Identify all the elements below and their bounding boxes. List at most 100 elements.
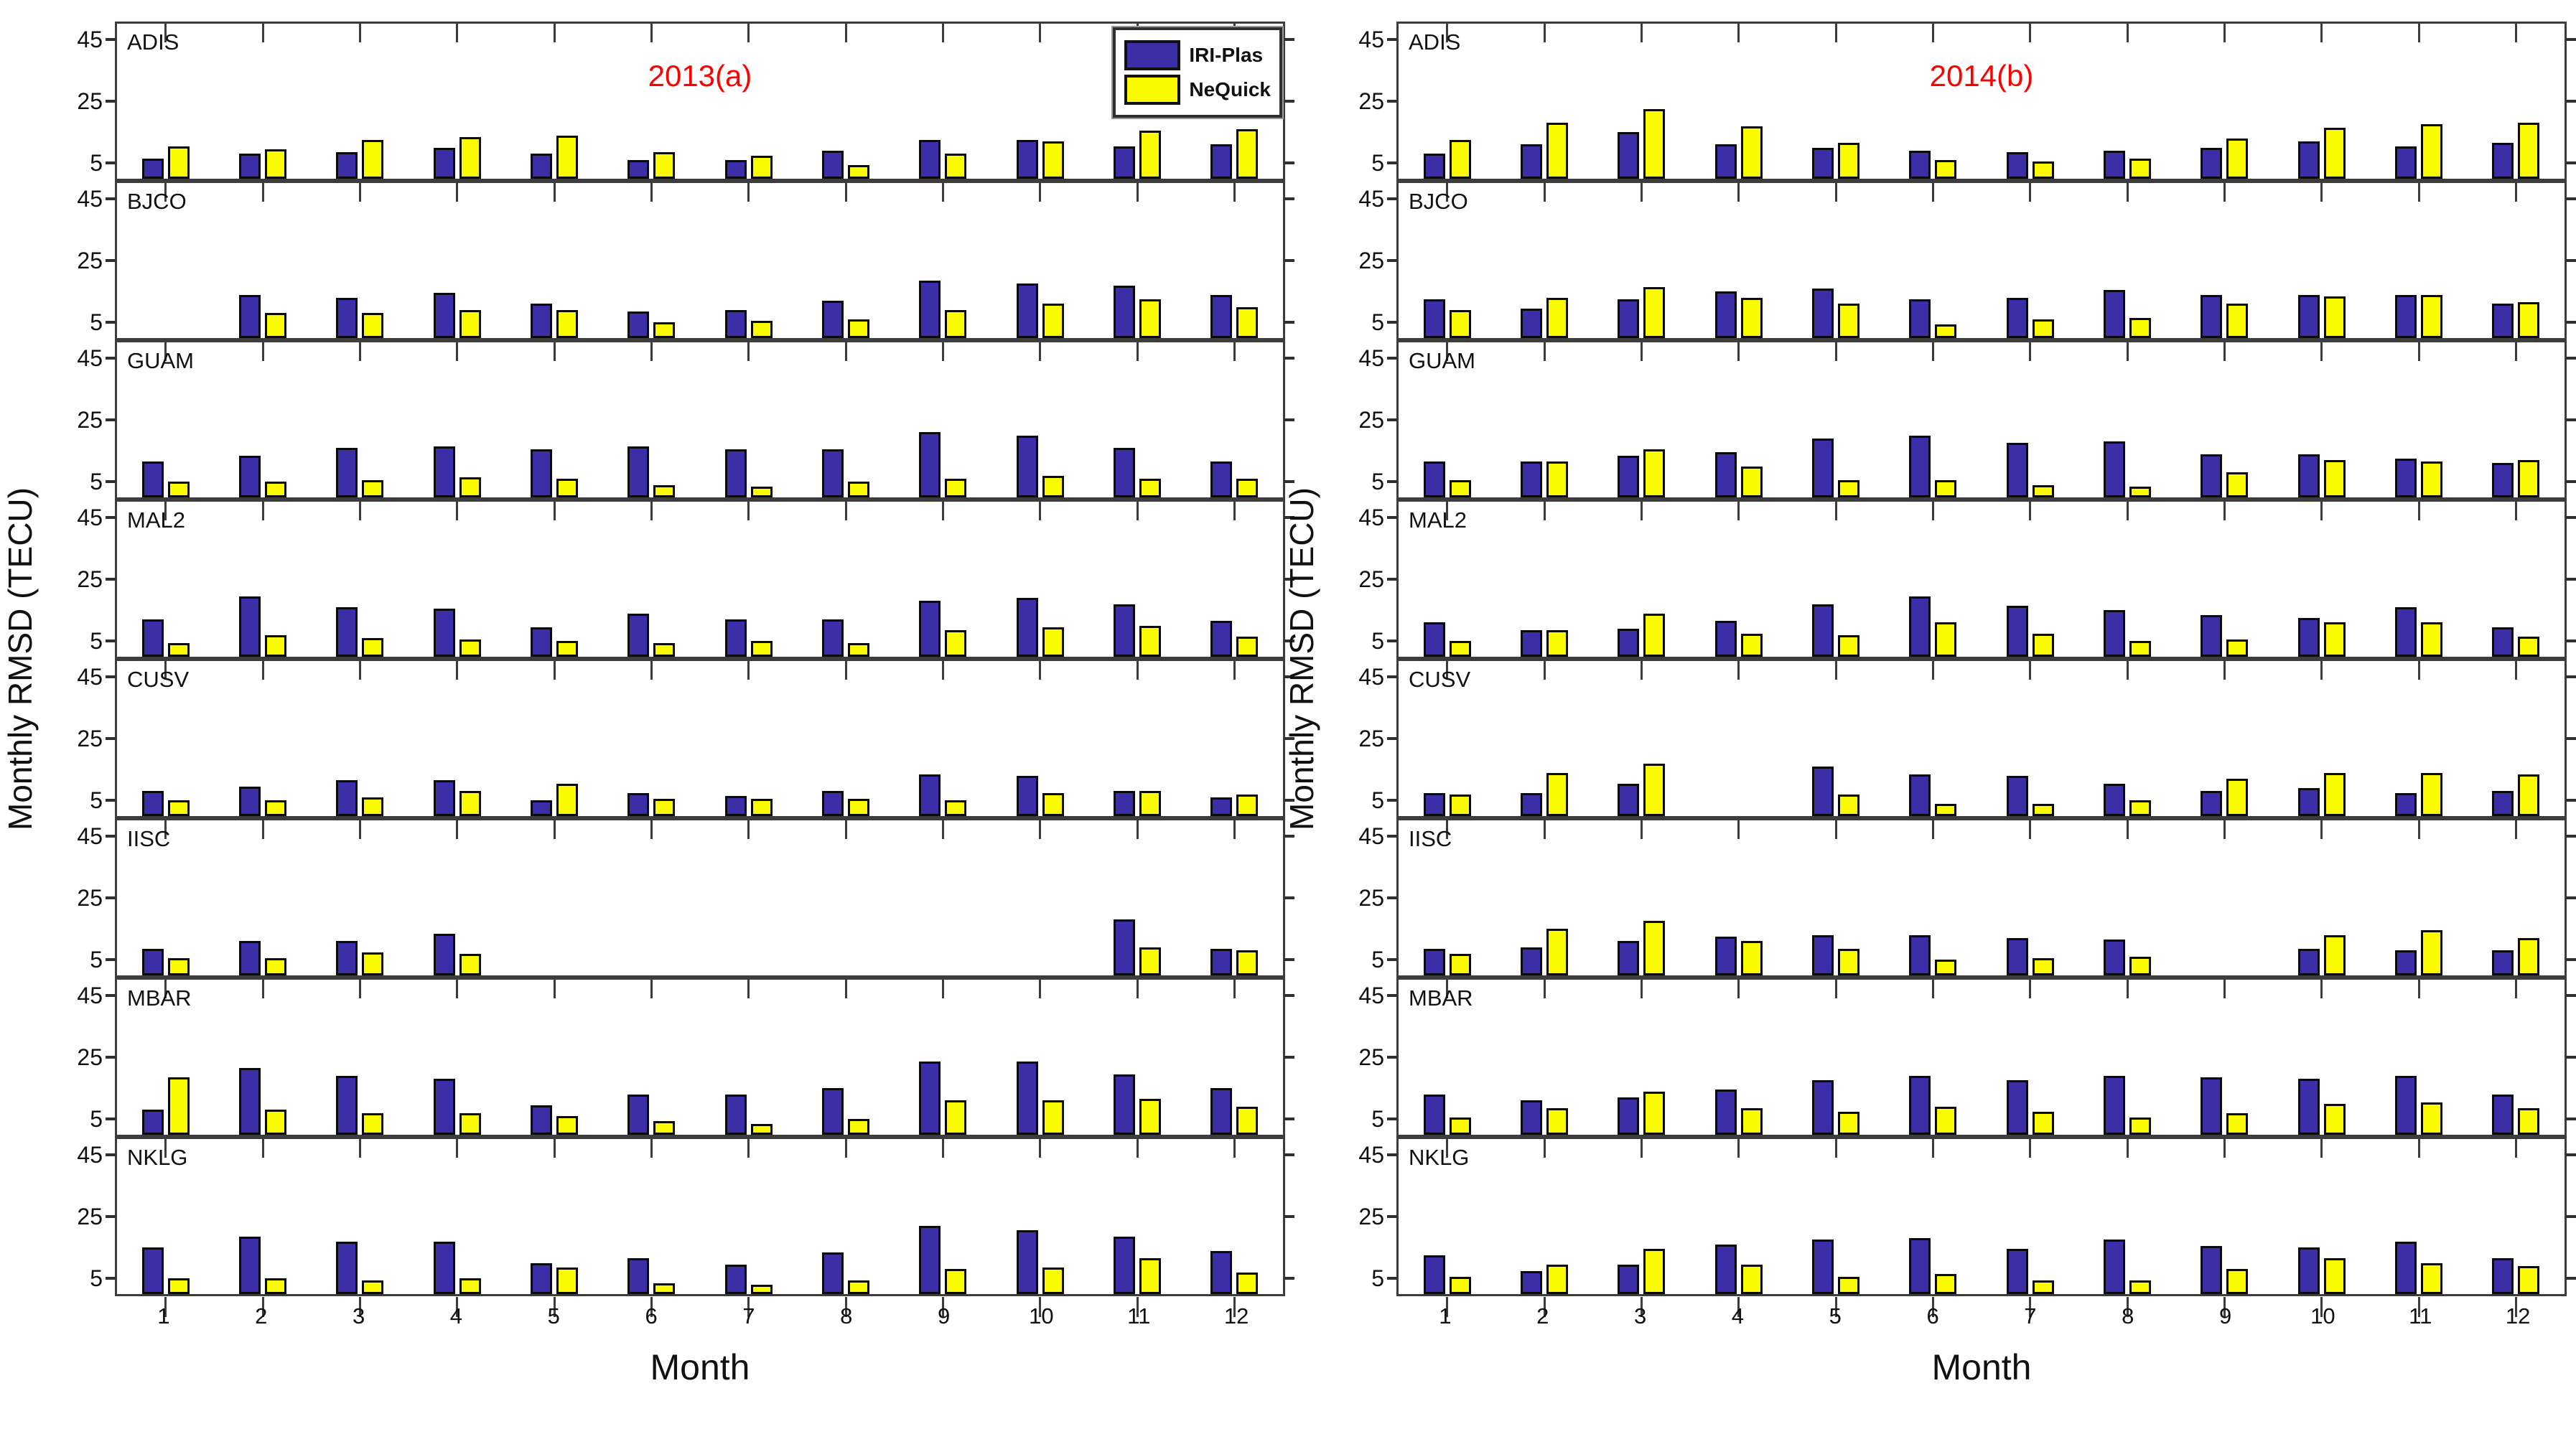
y-tick-mark [2566, 1056, 2576, 1059]
bar-nequick [1838, 304, 1859, 338]
station-label: ADIS [127, 29, 179, 55]
bar-nequick [945, 310, 967, 338]
y-tick-mark [1284, 480, 1294, 484]
y-tick-label: 25 [1358, 407, 1384, 433]
month-tick-mark [747, 342, 750, 361]
month-tick-mark [2320, 820, 2323, 839]
bar-iri-plas [1114, 285, 1135, 338]
bar-nequick [1838, 794, 1859, 816]
y-tick-label: 5 [90, 947, 103, 973]
month-tick-mark [2223, 342, 2226, 361]
month-tick-mark [1737, 820, 1740, 839]
month-tick-mark [2514, 661, 2517, 680]
y-tick-mark [2566, 578, 2576, 581]
month-tick-mark [1039, 342, 1042, 361]
month-tick-mark [1446, 1139, 1449, 1158]
bar-iri-plas [1210, 1250, 1233, 1294]
month-tick-mark [358, 183, 361, 202]
y-tick-mark [1387, 1215, 1397, 1218]
bar-iri-plas [1714, 291, 1737, 338]
y-tick-mark [1387, 356, 1397, 360]
y-tick-mark [1387, 799, 1397, 802]
bar-iri-plas [627, 792, 650, 816]
bar-nequick [2129, 486, 2151, 497]
y-tick-label: 25 [1358, 885, 1384, 911]
y-tick-label: 25 [77, 566, 103, 592]
y-tick-mark [106, 100, 116, 103]
bar-nequick [1546, 929, 1568, 975]
y-tick-mark [1284, 515, 1294, 519]
month-tick-mark [2417, 661, 2420, 680]
bar-nequick [2421, 1262, 2442, 1294]
month-tick-mark-bottom [1543, 1297, 1546, 1317]
y-tick-mark [106, 578, 116, 581]
month-tick-mark [747, 820, 750, 839]
bar-iri-plas [531, 449, 552, 497]
y-tick-mark [1387, 37, 1397, 41]
y-tick-mark [1284, 993, 1294, 997]
month-tick-mark [2417, 502, 2420, 520]
month-tick-mark [1834, 661, 1837, 680]
x-tick-label: 9 [2218, 1303, 2232, 1329]
month-tick-mark [2223, 183, 2226, 202]
month-tick-mark [1640, 661, 1643, 680]
month-tick-mark [1543, 24, 1546, 42]
bar-nequick [1838, 1111, 1859, 1135]
y-tick-mark [106, 259, 116, 262]
month-tick-mark [2029, 183, 2032, 202]
bar-iri-plas [1618, 299, 1640, 338]
y-tick-mark [2566, 834, 2576, 838]
bar-nequick [167, 1077, 190, 1135]
bar-nequick [1838, 949, 1859, 975]
x-tick-label: 11 [2409, 1303, 2432, 1329]
month-tick-mark-bottom [1039, 1297, 1042, 1317]
bar-iri-plas [1909, 1075, 1931, 1135]
bar-iri-plas [822, 301, 844, 338]
month-tick-mark [261, 24, 264, 42]
month-tick-mark [456, 183, 459, 202]
bar-nequick [362, 1280, 384, 1294]
month-tick-mark [747, 183, 750, 202]
bar-nequick [945, 1269, 967, 1294]
y-tick-label: 45 [77, 982, 103, 1008]
month-tick-mark [164, 661, 167, 680]
bar-nequick [848, 319, 869, 338]
month-tick-mark [2029, 980, 2032, 998]
y-tick-mark [2566, 100, 2576, 103]
x-tick-label: 3 [352, 1303, 365, 1329]
y-tick-mark [1387, 321, 1397, 324]
bar-nequick [2226, 304, 2249, 338]
month-tick-mark [941, 980, 944, 998]
month-tick-mark [650, 980, 653, 998]
month-tick-mark [2029, 1139, 2032, 1158]
subplot-cusv-2013(a): CUSV 5 25 45 [77, 659, 1294, 818]
y-tick-mark [1284, 197, 1294, 200]
bar-nequick [1643, 1091, 1666, 1135]
y-tick-label: 45 [1358, 504, 1384, 530]
bar-nequick [459, 310, 481, 338]
bar-iri-plas [1016, 597, 1038, 657]
month-tick-mark [2514, 1139, 2517, 1158]
month-tick-mark-bottom [1233, 1297, 1236, 1317]
bar-nequick [362, 1112, 384, 1135]
bar-nequick [945, 1100, 967, 1135]
y-tick-mark [106, 737, 116, 740]
month-tick-mark [1543, 661, 1546, 680]
month-tick-mark [1039, 502, 1042, 520]
station-label: GUAM [1409, 348, 1475, 373]
bar-nequick [1042, 792, 1064, 816]
month-tick-mark [2320, 980, 2323, 998]
y-tick-mark [1387, 259, 1397, 262]
bar-nequick [362, 313, 384, 338]
bar-nequick [1236, 306, 1259, 338]
month-tick-mark [261, 820, 264, 839]
month-tick-mark [2514, 24, 2517, 42]
bar-nequick [265, 634, 286, 657]
bar-nequick [1643, 613, 1666, 657]
bar-nequick [265, 149, 286, 179]
month-tick-mark [844, 183, 847, 202]
month-tick-mark [941, 24, 944, 42]
month-tick-mark [2126, 24, 2129, 42]
station-label: MAL2 [127, 507, 185, 533]
bar-nequick [653, 1120, 676, 1135]
